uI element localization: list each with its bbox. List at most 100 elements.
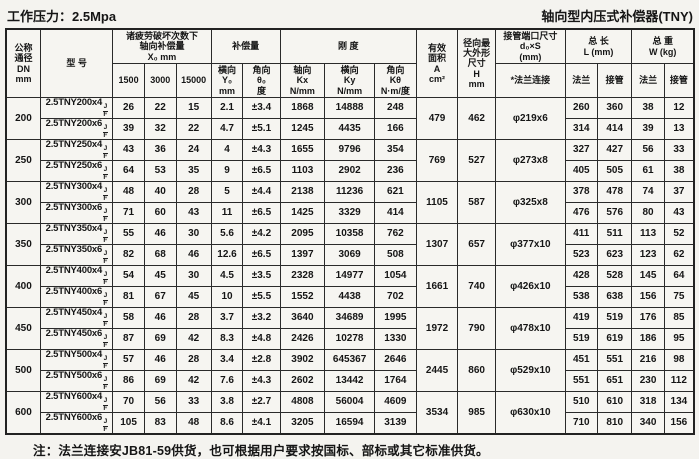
header-cycle-1500: 1500 bbox=[112, 63, 145, 98]
cell-x3000: 53 bbox=[143, 160, 177, 182]
cell-area: 1661 bbox=[415, 265, 459, 308]
cell-pipe-size: φ529x10 bbox=[495, 349, 566, 392]
cell-x3000: 83 bbox=[143, 412, 177, 435]
cell-kx: 1397 bbox=[279, 244, 326, 266]
header-weight-flange: 法兰 bbox=[631, 63, 665, 98]
cell-ktheta: 1995 bbox=[373, 307, 417, 329]
cell-ktheta: 702 bbox=[373, 286, 417, 308]
cell-area: 479 bbox=[415, 97, 459, 140]
cell-w_flange: 113 bbox=[631, 223, 665, 245]
cell-x15000: 30 bbox=[175, 265, 212, 287]
cell-y0: 3.4 bbox=[210, 349, 244, 371]
cell-l_flange: 451 bbox=[564, 349, 598, 371]
cell-l_pipe: 551 bbox=[596, 349, 633, 371]
header-radial-dim: 径向最 大外形 尺寸 H mm bbox=[457, 28, 497, 98]
cell-theta: ±2.8 bbox=[242, 349, 281, 371]
cell-x15000: 28 bbox=[175, 349, 212, 371]
cell-w_flange: 216 bbox=[631, 349, 665, 371]
cell-x15000: 42 bbox=[175, 370, 212, 392]
cell-x1500: 70 bbox=[112, 391, 145, 413]
cell-ky: 645367 bbox=[324, 349, 375, 371]
cell-y0: 7.6 bbox=[210, 370, 244, 392]
cell-y0: 5.6 bbox=[210, 223, 244, 245]
cell-x15000: 24 bbox=[175, 139, 212, 161]
cell-kx: 1655 bbox=[279, 139, 326, 161]
cell-w_flange: 145 bbox=[631, 265, 665, 287]
cell-kx: 3205 bbox=[279, 412, 326, 435]
header-fatigue-group: 诸疲劳破坏次数下 轴向补偿量 X₀ mm bbox=[112, 28, 212, 64]
header-stiffness-group: 刚 度 bbox=[279, 28, 417, 64]
header-comp-angular: 角向 θ₀ 度 bbox=[242, 63, 281, 98]
cell-theta: ±5.5 bbox=[242, 286, 281, 308]
cell-theta: ±6.5 bbox=[242, 244, 281, 266]
cell-x1500: 43 bbox=[112, 139, 145, 161]
cell-x3000: 69 bbox=[143, 370, 177, 392]
header-stiff-angular: 角向 Kθ N·m/度 bbox=[373, 63, 417, 98]
cell-l_flange: 411 bbox=[564, 223, 598, 245]
cell-ky: 3329 bbox=[324, 202, 375, 224]
cell-l_pipe: 619 bbox=[596, 328, 633, 350]
cell-pipe-size: φ377x10 bbox=[495, 223, 566, 266]
cell-w_flange: 61 bbox=[631, 160, 665, 182]
cell-kx: 1552 bbox=[279, 286, 326, 308]
cell-y0: 4.5 bbox=[210, 265, 244, 287]
cell-l_flange: 519 bbox=[564, 328, 598, 350]
cell-kx: 1425 bbox=[279, 202, 326, 224]
cell-x1500: 82 bbox=[112, 244, 145, 266]
cell-w_flange: 340 bbox=[631, 412, 665, 435]
cell-dn: 500 bbox=[5, 349, 41, 392]
cell-l_flange: 538 bbox=[564, 286, 598, 308]
cell-x1500: 57 bbox=[112, 349, 145, 371]
cell-kx: 2328 bbox=[279, 265, 326, 287]
cell-x15000: 45 bbox=[175, 286, 212, 308]
table-header: 公称 通径 DN mm 型 号 诸疲劳破坏次数下 轴向补偿量 X₀ mm 补偿量… bbox=[5, 28, 695, 98]
cell-w_pipe: 38 bbox=[663, 160, 695, 182]
cell-h: 527 bbox=[457, 139, 497, 182]
cell-w_pipe: 43 bbox=[663, 202, 695, 224]
cell-pipe-size: φ426x10 bbox=[495, 265, 566, 308]
cell-w_pipe: 12 bbox=[663, 97, 695, 119]
cell-l_pipe: 414 bbox=[596, 118, 633, 140]
cell-pipe-size: φ325x8 bbox=[495, 181, 566, 224]
cell-x3000: 45 bbox=[143, 265, 177, 287]
cell-model: 2.5TNY200x6 J F bbox=[39, 118, 114, 140]
cell-ktheta: 762 bbox=[373, 223, 417, 245]
cell-l_flange: 314 bbox=[564, 118, 598, 140]
cell-ky: 16594 bbox=[324, 412, 375, 435]
cell-w_flange: 156 bbox=[631, 286, 665, 308]
cell-w_pipe: 134 bbox=[663, 391, 695, 413]
cell-ky: 3069 bbox=[324, 244, 375, 266]
header-row-sub: 1500 3000 15000 横向 Y₀ mm 角向 θ₀ 度 轴向 Kx N… bbox=[6, 63, 695, 98]
cell-dn: 300 bbox=[5, 181, 41, 224]
cell-ky: 13442 bbox=[324, 370, 375, 392]
table-row: 500 2.5TNY500x4 J F 57 46 28 3.4 ±2.8 3902 645367 2… bbox=[5, 349, 695, 392]
cell-kx: 1868 bbox=[279, 97, 326, 119]
cell-kx: 2426 bbox=[279, 328, 326, 350]
cell-x3000: 67 bbox=[143, 286, 177, 308]
cell-model: 2.5TNY400x6 J F bbox=[39, 286, 114, 308]
working-pressure-title: 工作压力：2.5Mpa bbox=[7, 9, 117, 24]
cell-dn: 450 bbox=[5, 307, 41, 350]
cell-w_pipe: 85 bbox=[663, 307, 695, 329]
cell-x1500: 58 bbox=[112, 307, 145, 329]
cell-kx: 3902 bbox=[279, 349, 326, 371]
cell-ky: 10358 bbox=[324, 223, 375, 245]
cell-ky: 4435 bbox=[324, 118, 375, 140]
cell-h: 740 bbox=[457, 265, 497, 308]
cell-l_pipe: 576 bbox=[596, 202, 633, 224]
cell-theta: ±4.1 bbox=[242, 412, 281, 435]
table-row: 2.5TNY250x6 J F 64 53 35 9 ±6.5 1103 2902 236 405 50… bbox=[6, 160, 695, 182]
compensator-spec-table: 公称 通径 DN mm 型 号 诸疲劳破坏次数下 轴向补偿量 X₀ mm 补偿量… bbox=[5, 28, 695, 435]
cell-x15000: 48 bbox=[175, 412, 212, 435]
product-title: 轴向型内压式补偿器(TNY) bbox=[541, 9, 693, 24]
cell-w_flange: 80 bbox=[631, 202, 665, 224]
cell-area: 1105 bbox=[415, 181, 459, 224]
cell-w_flange: 74 bbox=[631, 181, 665, 203]
cell-ky: 10278 bbox=[324, 328, 375, 350]
